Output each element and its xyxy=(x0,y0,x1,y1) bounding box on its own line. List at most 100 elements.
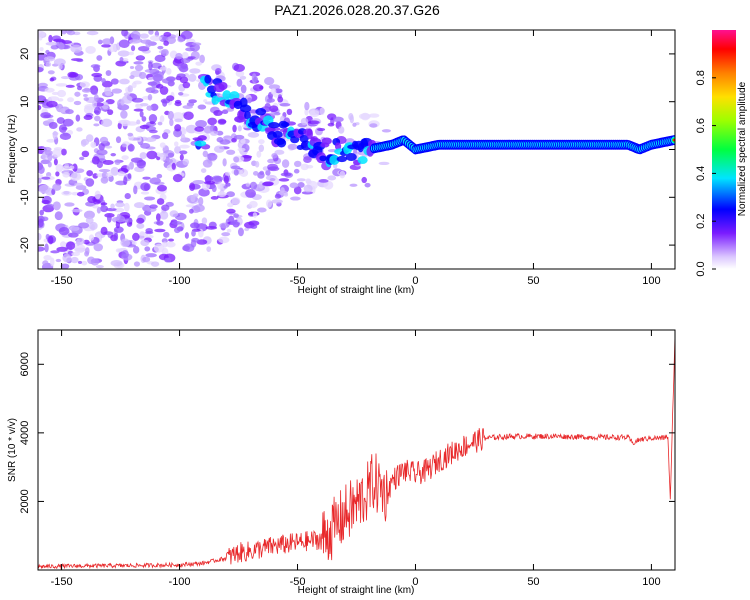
heatmap-cell xyxy=(115,248,122,253)
heatmap-cell xyxy=(55,258,62,263)
heatmap-cell xyxy=(157,184,167,192)
heatmap-cell xyxy=(157,121,163,126)
heatmap-cell xyxy=(70,44,83,53)
heatmap-cell xyxy=(110,203,115,209)
heatmap-cell xyxy=(262,181,274,187)
heatmap-cell xyxy=(100,226,108,236)
heatmap-cell xyxy=(252,171,259,176)
heatmap-cell xyxy=(304,101,310,111)
heatmap-cell xyxy=(46,100,58,108)
heatmap-cell xyxy=(185,124,198,134)
heatmap-cell xyxy=(182,158,190,166)
heatmap-cell xyxy=(133,61,144,65)
heatmap-cell xyxy=(117,171,126,177)
heatmap-cell xyxy=(48,96,60,101)
heatmap-cell xyxy=(237,219,243,223)
heatmap-cell xyxy=(195,61,203,66)
heatmap-cell xyxy=(59,108,66,113)
heatmap-cell xyxy=(201,217,208,225)
heatmap-cell xyxy=(69,165,75,170)
heatmap-cell xyxy=(157,153,165,158)
heatmap-cell xyxy=(245,182,250,187)
heatmap-cell xyxy=(60,148,67,156)
heatmap-cell xyxy=(83,114,93,121)
heatmap-cell xyxy=(172,174,183,183)
heatmap-cell xyxy=(156,220,164,226)
heatmap-cell xyxy=(233,169,239,176)
heatmap-cell xyxy=(198,197,204,206)
x-tick-label: 50 xyxy=(527,275,539,287)
heatmap-cell xyxy=(162,241,168,248)
heatmap-cell xyxy=(90,258,100,266)
heatmap-cell xyxy=(140,239,150,247)
heatmap-cell xyxy=(159,66,168,71)
heatmap-cell xyxy=(52,148,62,158)
heatmap-cell xyxy=(144,196,156,201)
heatmap-cell xyxy=(62,118,74,127)
heatmap-cell xyxy=(214,175,223,182)
ridge-blob xyxy=(272,130,283,139)
heatmap-cell xyxy=(258,139,265,145)
heatmap-cell xyxy=(147,93,153,101)
heatmap-cell xyxy=(233,156,240,163)
heatmap-cell xyxy=(368,113,380,118)
ridge-blob xyxy=(329,154,340,165)
heatmap-cell xyxy=(154,54,166,63)
heatmap-cell xyxy=(252,84,264,92)
heatmap-cell xyxy=(53,38,64,43)
ridge-blob xyxy=(194,140,207,147)
heatmap-cell xyxy=(171,221,183,225)
x-tick-label: -150 xyxy=(51,275,73,287)
heatmap-cell xyxy=(127,144,135,152)
x-tick-label: -50 xyxy=(290,576,306,588)
heatmap-cell xyxy=(62,171,71,178)
heatmap-cell xyxy=(74,91,81,97)
heatmap-cell xyxy=(189,182,196,192)
heatmap-cell xyxy=(56,246,68,252)
heatmap-cell xyxy=(98,169,111,173)
heatmap-cell xyxy=(317,127,326,132)
heatmap-cell xyxy=(169,118,174,127)
heatmap-cell xyxy=(71,191,79,196)
colorbar: 0.0 0.2 0.4 0.6 0.8 Normalized spectral ampl… xyxy=(695,30,748,277)
colorbar-tick-label: 0.6 xyxy=(695,118,707,133)
heatmap-cell xyxy=(38,177,42,184)
heatmap-cell xyxy=(75,114,81,122)
heatmap-cell xyxy=(226,149,236,155)
heatmap-cell xyxy=(85,178,95,187)
heatmap-cell xyxy=(303,184,313,193)
heatmap-cell xyxy=(166,68,172,75)
heatmap-cell xyxy=(53,58,66,66)
heatmap-cell xyxy=(126,164,131,171)
ridge-blob xyxy=(197,135,207,141)
heatmap-cell xyxy=(235,70,245,78)
heatmap-cell xyxy=(41,199,50,204)
heatmap-cell xyxy=(163,40,169,46)
heatmap-cell xyxy=(110,166,120,176)
heatmap-cell xyxy=(97,39,103,45)
heatmap-cell xyxy=(135,103,140,107)
heatmap-cell xyxy=(42,260,49,266)
heatmap-cell xyxy=(81,88,92,93)
ridge-blob xyxy=(336,155,348,163)
heatmap-cell xyxy=(267,158,275,164)
heatmap-cell xyxy=(117,50,130,57)
heatmap-cell xyxy=(58,226,70,236)
heatmap-cell xyxy=(137,55,145,60)
heatmap-cell xyxy=(364,182,371,188)
heatmap-cell xyxy=(167,152,175,158)
heatmap-cell xyxy=(267,166,280,172)
heatmap-cell xyxy=(119,57,124,62)
heatmap-cell xyxy=(45,61,52,67)
heatmap-cell xyxy=(149,177,161,185)
heatmap-cell xyxy=(268,84,281,90)
heatmap-cell xyxy=(381,129,392,133)
heatmap-cell xyxy=(231,137,237,143)
heatmap-cell xyxy=(83,97,89,102)
heatmap-cell xyxy=(76,191,85,197)
heatmap-cell xyxy=(226,228,232,233)
ridge-blob xyxy=(357,156,368,165)
heatmap-cell xyxy=(139,124,150,130)
heatmap-cell xyxy=(225,171,231,177)
heatmap-cell xyxy=(166,158,173,164)
